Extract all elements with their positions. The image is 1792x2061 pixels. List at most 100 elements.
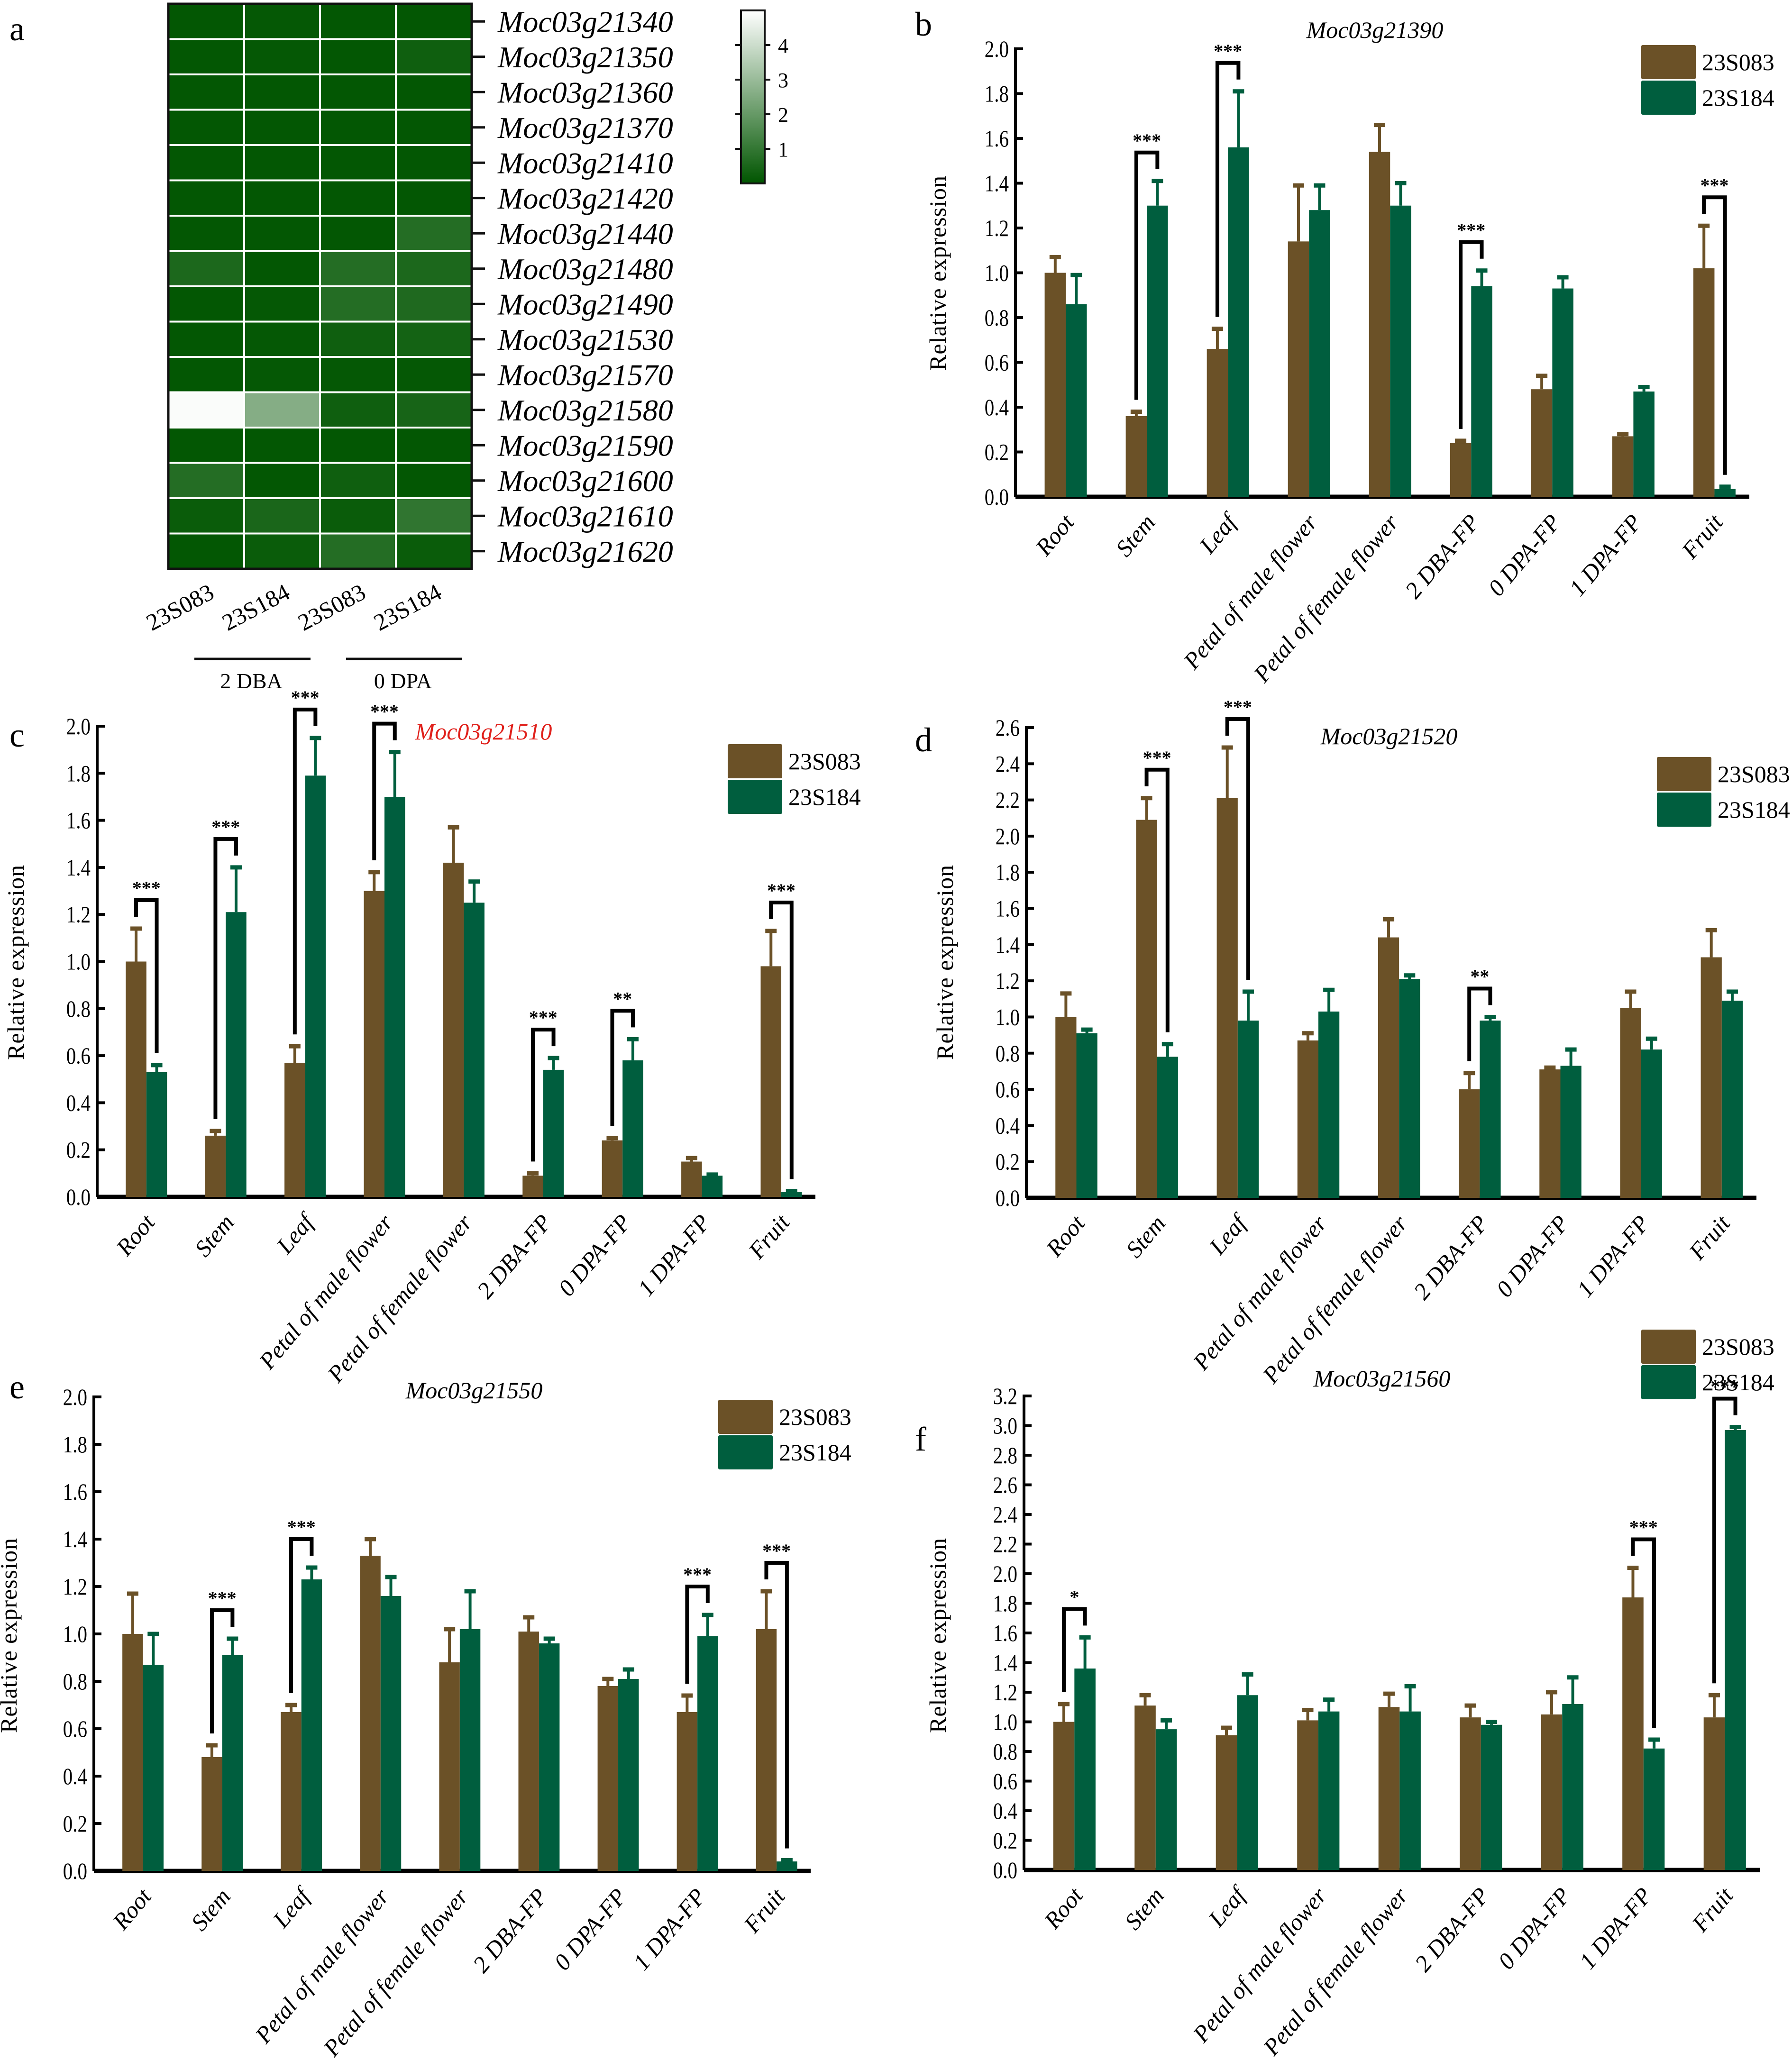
significance-marker: ***: [1710, 1376, 1739, 1684]
bar-23S083: [1703, 1717, 1725, 1870]
heatmap-cell: [395, 215, 473, 252]
heatmap-cell: [167, 356, 245, 393]
category-group: Stem: [1110, 179, 1168, 562]
bar-23S184: [1714, 489, 1736, 497]
x-tick-label: Petal of male flower: [249, 1883, 394, 2049]
bar-23S083: [1531, 389, 1553, 497]
y-tick-label: 3.2: [993, 1383, 1017, 1409]
significance-label: ***: [132, 877, 161, 899]
significance-label: ***: [1700, 174, 1728, 196]
bar-23S083: [1460, 1717, 1481, 1870]
bar-23S184: [702, 1176, 723, 1197]
panel-letter: a: [9, 10, 25, 48]
category-group: Root: [1039, 1635, 1096, 1934]
x-tick-label: 2 DBA-FP: [1408, 1210, 1493, 1304]
heatmap-cell: [243, 215, 321, 252]
significance-bracket: [289, 1537, 314, 1693]
x-tick-label: Fruit: [1686, 1882, 1738, 1937]
y-tick-label: 1.4: [996, 931, 1020, 958]
bar-23S184: [1562, 1704, 1583, 1870]
significance-label: ***: [683, 1564, 712, 1585]
y-tick-label: 1.4: [66, 854, 91, 881]
bar-23S083: [281, 1712, 302, 1871]
heatmap-cell: [395, 356, 473, 393]
significance-marker: ***: [762, 1540, 791, 1849]
bar-23S184: [1228, 147, 1249, 497]
significance-bracket: [1459, 240, 1484, 429]
bar-23S184: [222, 1655, 243, 1871]
bar-23S083: [1459, 1089, 1480, 1198]
significance-bracket: [1225, 717, 1250, 980]
y-tick-label: 0.6: [63, 1715, 87, 1742]
y-tick-label: 2.4: [993, 1501, 1017, 1528]
y-tick-label: 1.2: [996, 967, 1020, 994]
panel-letter: e: [9, 1368, 25, 1406]
legend: 23S083 23S184: [1641, 45, 1774, 115]
bar-23S083: [205, 1135, 226, 1197]
bar-23S184: [1399, 1711, 1421, 1870]
heatmap-cell: [319, 38, 397, 75]
significance-marker: *: [1062, 1586, 1087, 1692]
significance-bracket: [1144, 767, 1170, 1032]
y-tick-label: 1.6: [63, 1478, 87, 1505]
significance-bracket: [134, 898, 159, 1053]
bar-23S083: [1450, 443, 1472, 497]
significance-bracket: [213, 837, 238, 1119]
y-tick-label: 1.2: [993, 1679, 1017, 1705]
significance-bracket: [764, 1561, 789, 1849]
heatmap-cell: [243, 320, 321, 358]
row-label: Moc03g21340: [497, 5, 673, 38]
heatmap-cell: [167, 532, 245, 570]
heatmap-cell: [395, 144, 473, 182]
heatmap-cell: [243, 391, 321, 429]
heatmap-cell: [243, 3, 321, 40]
y-tick-label: 2.0: [66, 713, 91, 739]
panel-a: a Moc03g21340Moc03g21350Moc03g21360Moc03g…: [9, 2, 788, 693]
significance-bracket: [1062, 1607, 1087, 1692]
heatmap-cell: [243, 73, 321, 111]
column-label: 23S083: [142, 578, 218, 636]
y-tick-label: 0.0: [985, 483, 1009, 510]
category-group: Stem: [186, 1636, 243, 1936]
x-tick-label: 2 DBA-FP: [1399, 509, 1484, 603]
column-label: 23S184: [218, 578, 294, 636]
heatmap-cell: [167, 144, 245, 182]
y-tick-label: 0.8: [66, 995, 91, 1022]
significance-bracket: [1467, 986, 1492, 1061]
bar-23S083: [1055, 1017, 1077, 1198]
significance-label: ***: [211, 816, 240, 838]
heatmap-cell: [395, 320, 473, 358]
significance-label: ***: [370, 701, 399, 722]
colorbar-tick-label: 2: [778, 103, 788, 127]
bar-23S184: [1309, 210, 1330, 497]
x-tick-label: Leaf: [1204, 1208, 1253, 1260]
category-group: Stem: [1119, 1693, 1177, 1935]
y-tick-label: 2.0: [993, 1560, 1017, 1587]
bar-23S184: [146, 1072, 167, 1197]
y-tick-label: 0.0: [993, 1857, 1017, 1883]
heatmap-cell: [167, 285, 245, 323]
row-label: Moc03g21440: [497, 217, 673, 250]
bar-23S083: [602, 1140, 623, 1197]
bar-23S184: [305, 775, 326, 1197]
significance-marker: ***: [1700, 174, 1728, 475]
colorbar-tick-label: 4: [778, 34, 788, 57]
y-tick-label: 0.8: [996, 1040, 1020, 1067]
y-tick-label: 0.2: [66, 1137, 91, 1163]
significance-marker: ***: [529, 1007, 558, 1162]
legend-label: 23S184: [1718, 796, 1790, 823]
category-group: 0 DPA-FP: [1492, 1675, 1583, 1974]
y-axis-label: Relative expression: [0, 1538, 22, 1733]
significance-marker: ***: [370, 701, 399, 860]
colorbar-tick-label: 1: [778, 138, 788, 161]
x-tick-label: 0 DPA-FP: [553, 1209, 636, 1301]
bar-23S184: [301, 1579, 322, 1871]
significance-label: ***: [1457, 219, 1485, 241]
x-tick-label: 0 DPA-FP: [1491, 1210, 1574, 1302]
bar-23S083: [677, 1712, 698, 1871]
significance-bracket: [372, 721, 397, 860]
y-tick-label: 1.8: [996, 859, 1020, 885]
row-label: Moc03g21580: [497, 393, 673, 427]
y-tick-label: 1.8: [985, 81, 1009, 107]
bar-23S184: [1157, 1057, 1178, 1198]
